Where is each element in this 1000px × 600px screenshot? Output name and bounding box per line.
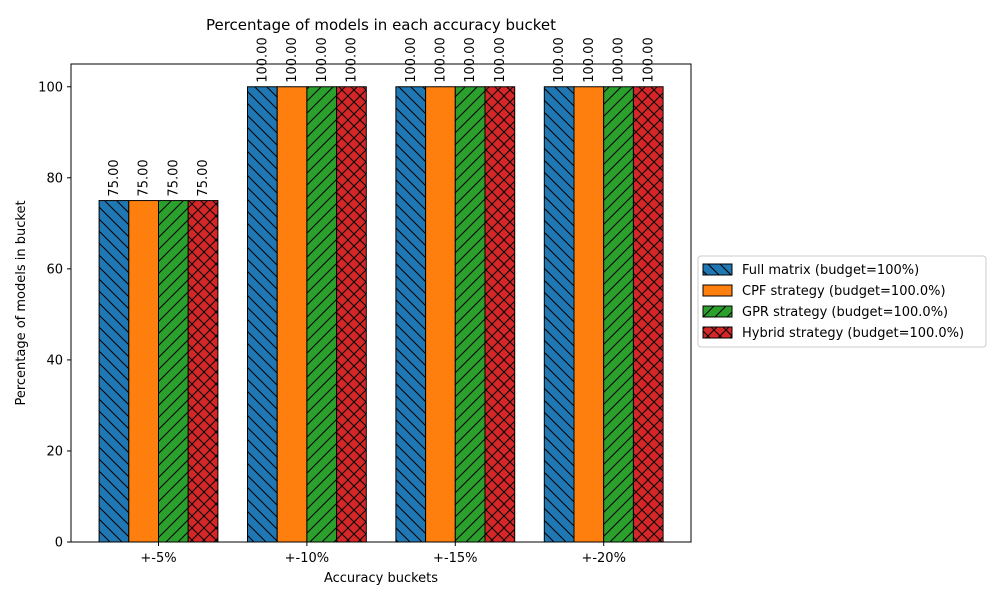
- y-tick-label: 100: [38, 80, 63, 95]
- bars-group: [98, 86, 664, 543]
- chart-title: Percentage of models in each accuracy bu…: [206, 16, 556, 34]
- bar-gpr-0-hatch: [158, 200, 189, 543]
- y-tick-label: 80: [46, 171, 63, 186]
- bar-hybrid-1-hatch: [336, 86, 367, 542]
- y-tick-label: 20: [46, 444, 63, 459]
- x-axis-label: Accuracy buckets: [324, 571, 438, 586]
- legend-label: Hybrid strategy (budget=100.0%): [742, 326, 964, 341]
- legend-swatch-full-outline: [702, 263, 733, 276]
- value-label: 100.00: [285, 37, 300, 83]
- bar-gpr-3-hatch: [603, 86, 634, 542]
- legend-swatch-hybrid-hatch: [703, 327, 732, 338]
- value-label: 100.00: [552, 37, 567, 83]
- bar-gpr-2-hatch: [455, 86, 485, 542]
- value-label: 100.00: [582, 37, 597, 83]
- value-label: 100.00: [641, 37, 656, 83]
- bar-full-1-hatch: [247, 86, 278, 542]
- value-label: 100.00: [612, 37, 627, 83]
- bar-cpf-1-fill: [277, 86, 307, 542]
- legend-swatch-gpr-outline: [702, 305, 733, 318]
- value-label: 100.00: [255, 37, 270, 83]
- bar-cpf-2-fill: [425, 86, 456, 542]
- bar-hybrid-0-hatch: [188, 200, 218, 543]
- value-label: 100.00: [404, 37, 419, 83]
- legend-swatch-gpr-hatch: [703, 306, 732, 317]
- x-tick-label: +-20%: [581, 551, 625, 566]
- value-label: 100.00: [463, 37, 478, 83]
- legend-swatch-full-hatch: [703, 264, 732, 275]
- bar-full-2-hatch: [395, 86, 426, 542]
- legend-label: Full matrix (budget=100%): [742, 263, 919, 278]
- legend-swatch-cpf-outline: [702, 284, 733, 297]
- y-tick-label: 0: [55, 536, 63, 551]
- y-tick-label: 40: [46, 353, 63, 368]
- bar-gpr-1-hatch: [306, 86, 337, 542]
- bar-hybrid-2-hatch: [485, 86, 515, 542]
- legend-frame: [697, 255, 987, 348]
- legend-label: GPR strategy (budget=100.0%): [742, 305, 948, 320]
- x-tick-label: +-15%: [433, 551, 477, 566]
- bar-cpf-0-fill: [128, 200, 159, 543]
- legend-swatch-hybrid-outline: [702, 326, 733, 339]
- y-axis: 0 20 40 60 80 100: [38, 80, 71, 551]
- plot-frame: [70, 63, 692, 543]
- x-axis: +-5% +-10% +-15% +-20%: [140, 542, 626, 566]
- bar-cpf-3-fill: [574, 86, 604, 542]
- x-tick-label: +-5%: [140, 551, 176, 566]
- bar-full-3-hatch: [544, 86, 574, 542]
- value-label: 100.00: [344, 37, 359, 83]
- y-axis-label: Percentage of models in bucket: [14, 200, 29, 405]
- y-tick-label: 60: [46, 262, 63, 277]
- x-tick-label: +-10%: [285, 551, 329, 566]
- value-labels-group: 75.00 75.00 75.00 75.00 100.00 100.00 100.00 10…: [107, 37, 656, 196]
- value-label: 100.00: [315, 37, 330, 83]
- bar-full-0-hatch: [99, 200, 129, 543]
- legend: Full matrix (budget=100%) CPF strategy (b…: [697, 255, 987, 348]
- legend-swatch-cpf-fill: [703, 285, 732, 296]
- value-label: 75.00: [166, 159, 181, 196]
- value-label: 100.00: [493, 37, 508, 83]
- value-label: 75.00: [196, 159, 211, 196]
- value-label: 75.00: [107, 159, 122, 196]
- value-label: 100.00: [433, 37, 448, 83]
- value-label: 75.00: [137, 159, 152, 196]
- legend-label: CPF strategy (budget=100.0%): [742, 284, 946, 299]
- bar-hybrid-3-hatch: [633, 86, 664, 542]
